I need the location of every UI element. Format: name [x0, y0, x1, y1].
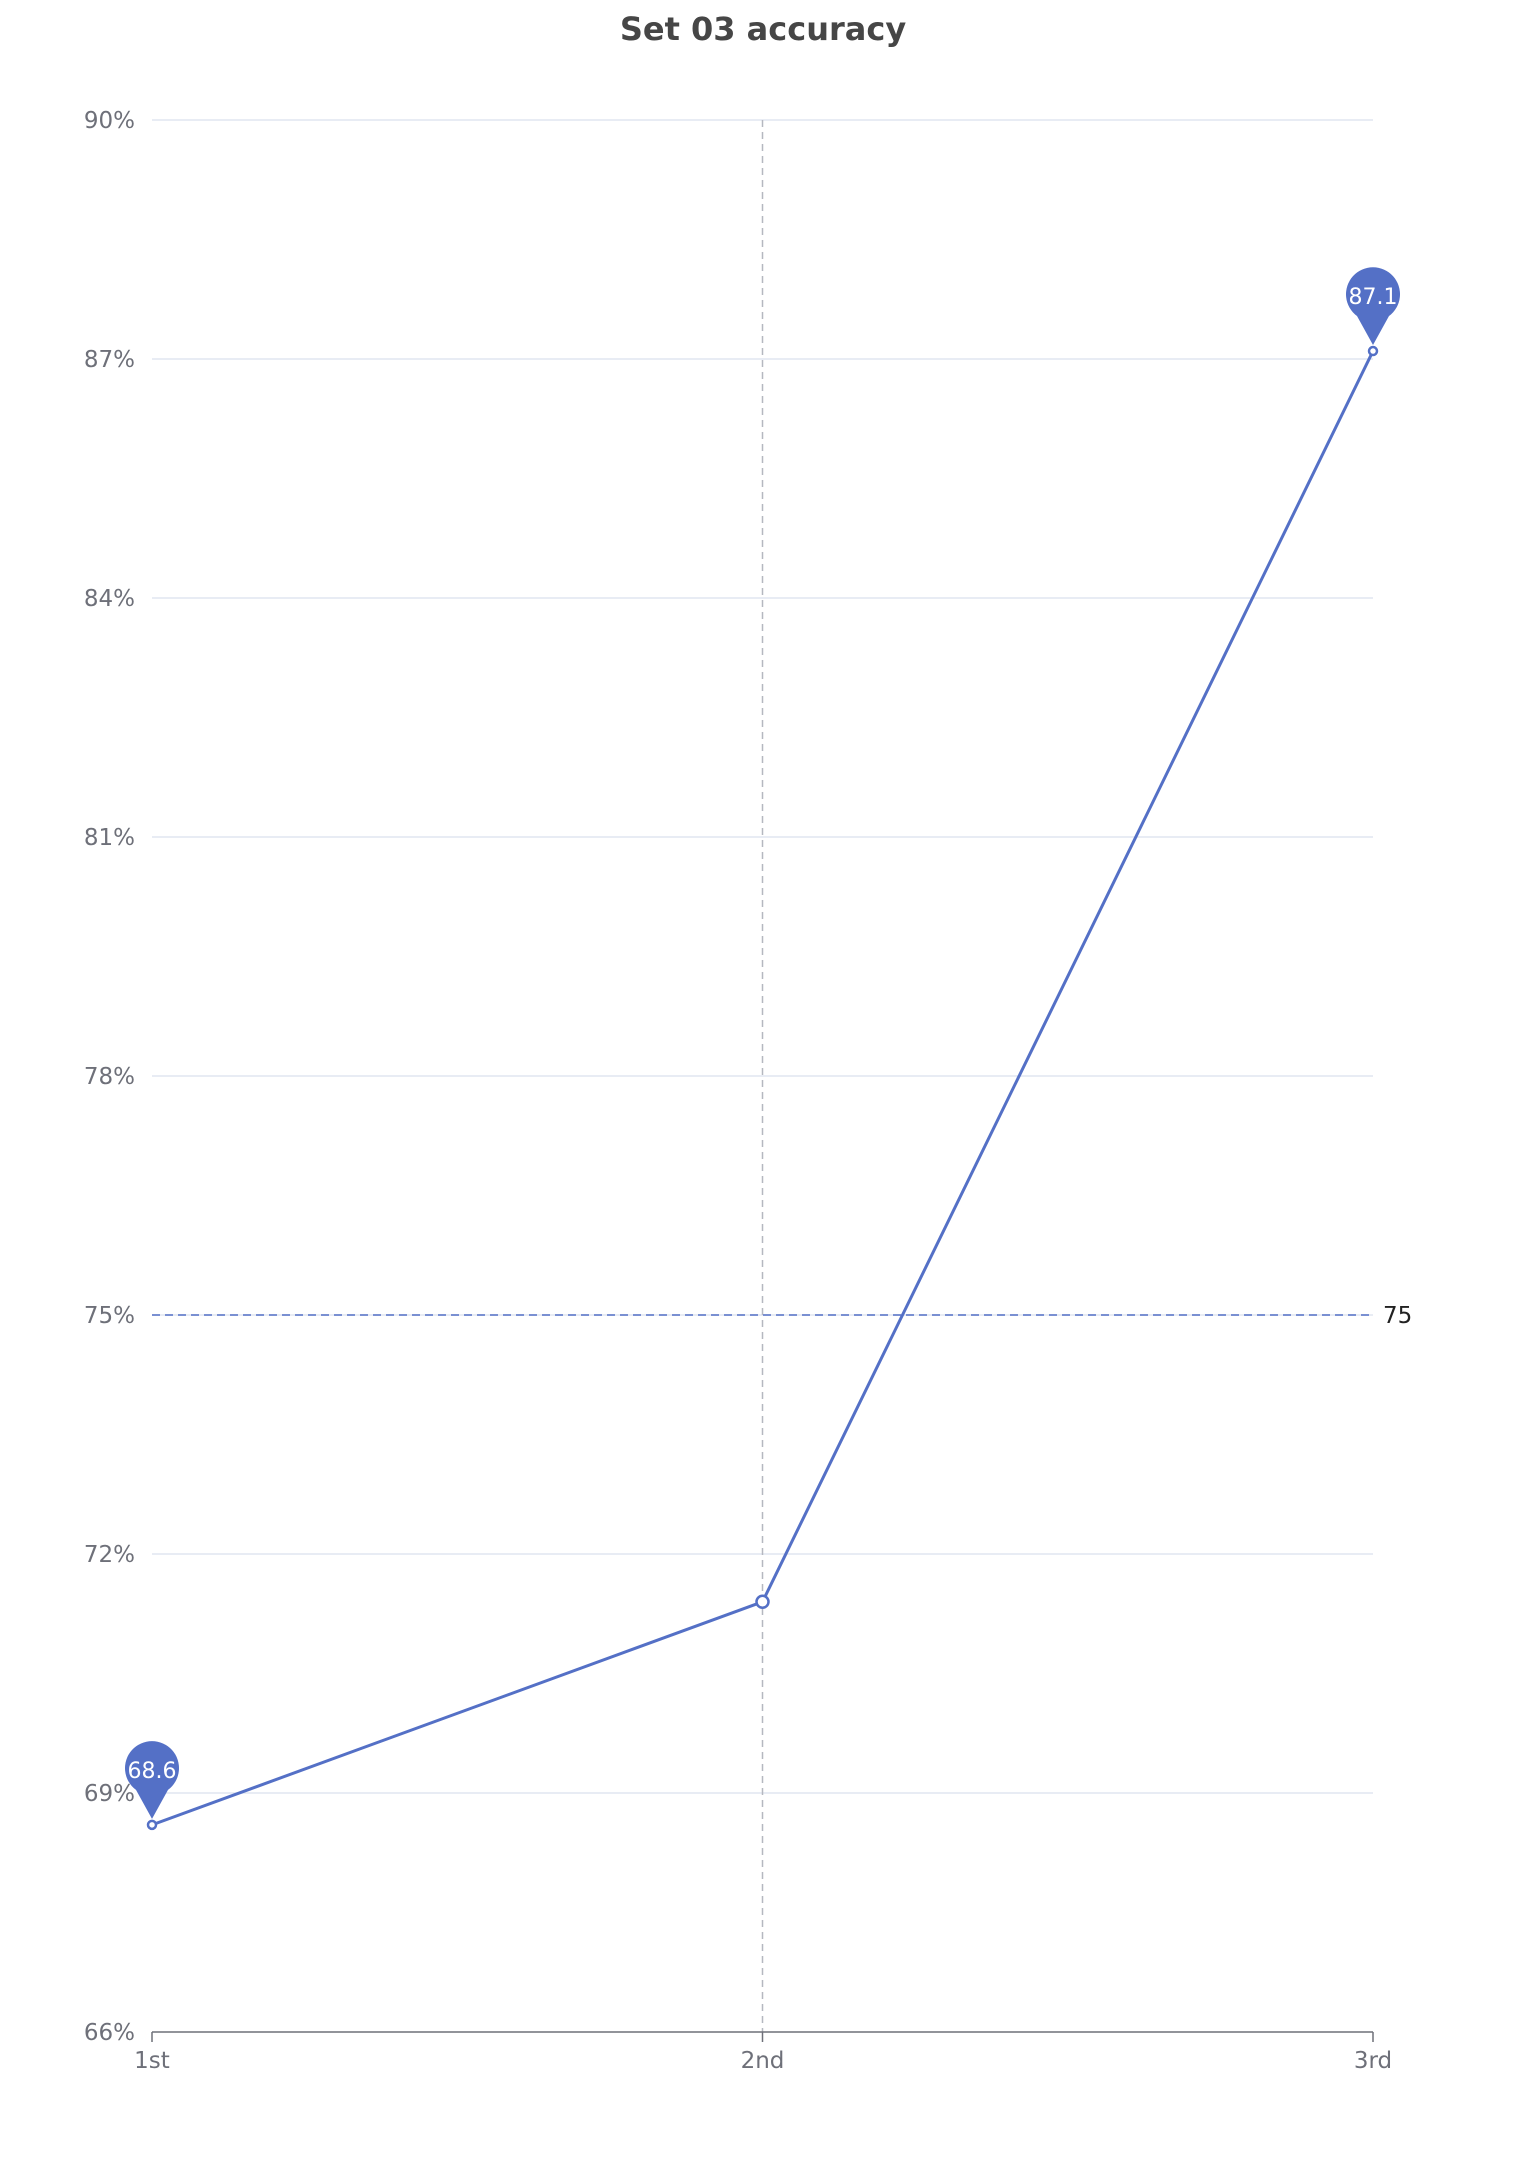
mark-point-pin — [1346, 267, 1400, 346]
y-tick-label: 87% — [84, 347, 135, 373]
y-tick-label: 78% — [84, 1064, 135, 1090]
x-tick-label: 3rd — [1354, 2048, 1392, 2074]
x-tick-label: 1st — [134, 2048, 170, 2074]
y-tick-label: 90% — [84, 108, 135, 134]
mark-line: 75 — [152, 1303, 1412, 1329]
axes: 66% 69% 72% 75% 78% 81% 84% 87% 90% 1st 2nd 3rd — [84, 108, 1392, 2074]
y-tick-label: 69% — [84, 1781, 135, 1807]
mark-point-pin — [124, 1741, 179, 1819]
mark-point-label: 87.1 — [1349, 285, 1398, 310]
mark-points: 68.6 87.1 — [124, 267, 1400, 1819]
y-tick-label: 81% — [84, 825, 135, 851]
x-tick-label: 2nd — [741, 2048, 785, 2074]
y-tick-label: 75% — [84, 1303, 135, 1329]
series — [146, 345, 1379, 1831]
data-point — [1367, 345, 1379, 357]
mark-line-label: 75 — [1383, 1303, 1412, 1329]
data-point — [146, 1819, 158, 1831]
data-point — [755, 1594, 770, 1610]
y-tick-label: 66% — [84, 2020, 135, 2046]
y-tick-label: 72% — [84, 1542, 135, 1568]
y-tick-label: 84% — [84, 586, 135, 612]
chart-title: Set 03 accuracy — [620, 10, 907, 48]
mark-point-label: 68.6 — [128, 1759, 177, 1784]
